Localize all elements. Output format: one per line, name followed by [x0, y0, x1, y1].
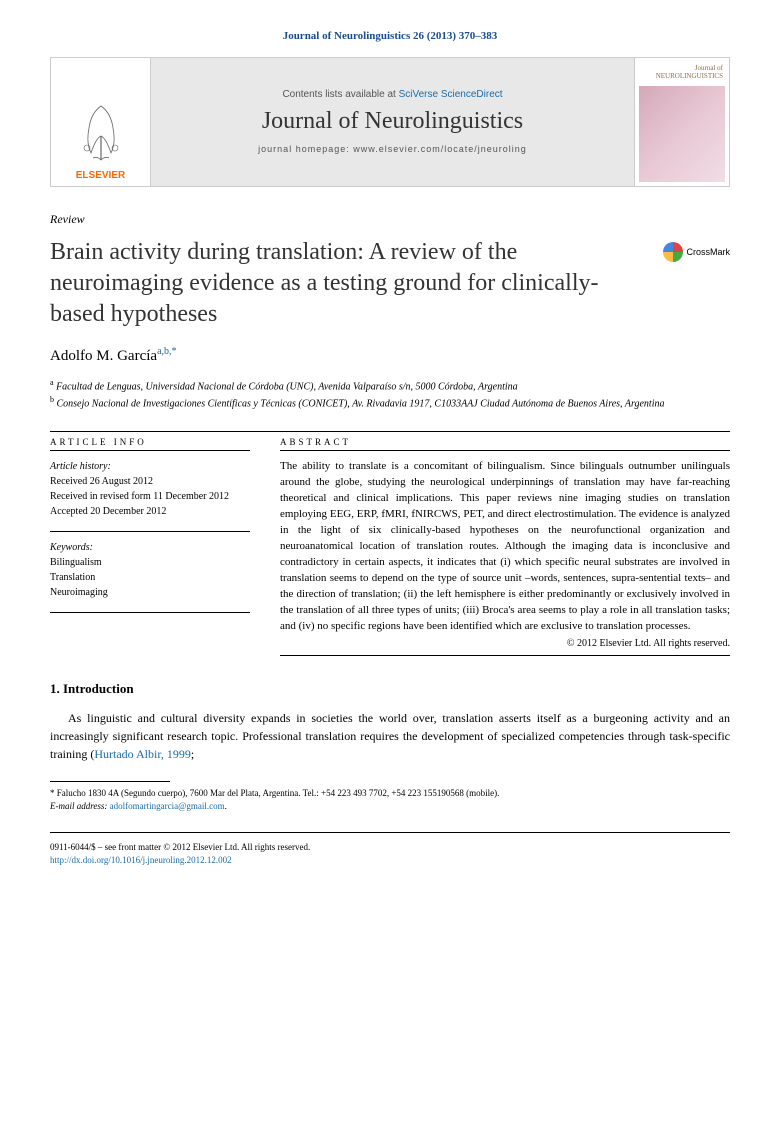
journal-citation-header: Journal of Neurolinguistics 26 (2013) 37…: [50, 30, 730, 42]
bottom-publication-info: 0911-6044/$ – see front matter © 2012 El…: [50, 832, 730, 868]
footnote-divider: [50, 781, 170, 782]
keyword-3: Neuroimaging: [50, 585, 250, 600]
journal-homepage-line: journal homepage: www.elsevier.com/locat…: [258, 143, 527, 156]
abstract-text: The ability to translate is a concomitan…: [280, 459, 730, 634]
received-date: Received 26 August 2012: [50, 474, 250, 489]
keyword-1: Bilingualism: [50, 555, 250, 570]
affiliation-b: b Consejo Nacional de Investigaciones Ci…: [50, 394, 730, 411]
intro-paragraph-1: As linguistic and cultural diversity exp…: [50, 709, 730, 763]
author-affiliation-markers: a,b,*: [157, 346, 176, 357]
accepted-date: Accepted 20 December 2012: [50, 504, 250, 519]
email-suffix: .: [225, 801, 227, 811]
article-history-block: Article history: Received 26 August 2012…: [50, 459, 250, 519]
sciverse-link[interactable]: SciVerse ScienceDirect: [399, 89, 503, 100]
history-label: Article history:: [50, 459, 250, 474]
intro-heading: 1. Introduction: [50, 681, 730, 697]
crossmark-icon: [663, 242, 683, 262]
journal-name: Journal of Neurolinguistics: [262, 108, 523, 135]
intro-text-part2: ;: [191, 747, 194, 761]
keyword-2: Translation: [50, 570, 250, 585]
affiliation-a-marker: a: [50, 378, 54, 387]
cover-title-text: Journal of NEUROLINGUISTICS: [639, 62, 725, 83]
homepage-prefix: journal homepage:: [258, 144, 353, 154]
info-divider: [50, 531, 250, 532]
elsevier-tree-icon: [71, 98, 131, 168]
author-email[interactable]: adolfomartingarcia@gmail.com: [110, 801, 225, 811]
citation-hurtado[interactable]: Hurtado Albir, 1999: [94, 747, 191, 761]
affiliations-block: a Facultad de Lenguas, Universidad Nacio…: [50, 377, 730, 412]
affiliation-a: a Facultad de Lenguas, Universidad Nacio…: [50, 377, 730, 394]
doi-link[interactable]: http://dx.doi.org/10.1016/j.jneuroling.2…: [50, 854, 730, 868]
abstract-column: ABSTRACT The ability to translate is a c…: [280, 437, 730, 655]
crossmark-badge[interactable]: CrossMark: [663, 242, 730, 262]
article-type-label: Review: [50, 212, 730, 227]
publisher-header-box: ELSEVIER Contents lists available at Sci…: [50, 57, 730, 187]
contents-prefix: Contents lists available at: [282, 89, 398, 100]
article-title: Brain activity during translation: A rev…: [50, 237, 643, 331]
homepage-url[interactable]: www.elsevier.com/locate/jneuroling: [353, 144, 527, 154]
article-info-column: ARTICLE INFO Article history: Received 2…: [50, 437, 250, 655]
header-center: Contents lists available at SciVerse Sci…: [151, 58, 634, 186]
affiliation-a-text: Facultad de Lenguas, Universidad Naciona…: [56, 381, 518, 392]
footnote-address: * Falucho 1830 4A (Segundo cuerpo), 7600…: [50, 787, 730, 801]
corresponding-author-footnote: * Falucho 1830 4A (Segundo cuerpo), 7600…: [50, 787, 730, 814]
abstract-divider: [280, 655, 730, 656]
issn-copyright-line: 0911-6044/$ – see front matter © 2012 El…: [50, 841, 730, 855]
contents-available-line: Contents lists available at SciVerse Sci…: [282, 89, 502, 100]
footnote-marker: *: [50, 788, 55, 798]
cover-image: [639, 86, 725, 182]
affiliation-b-marker: b: [50, 395, 54, 404]
email-label: E-mail address:: [50, 801, 107, 811]
keywords-label: Keywords:: [50, 540, 250, 555]
article-info-heading: ARTICLE INFO: [50, 437, 250, 451]
abstract-heading: ABSTRACT: [280, 437, 730, 451]
revised-date: Received in revised form 11 December 201…: [50, 489, 250, 504]
elsevier-label: ELSEVIER: [76, 170, 125, 181]
crossmark-label: CrossMark: [686, 247, 730, 257]
keywords-block: Keywords: Bilingualism Translation Neuro…: [50, 540, 250, 600]
author-name-text: Adolfo M. García: [50, 348, 157, 364]
abstract-copyright: © 2012 Elsevier Ltd. All rights reserved…: [280, 638, 730, 649]
info-divider-bottom: [50, 612, 250, 613]
section-divider: [50, 431, 730, 432]
affiliation-b-text: Consejo Nacional de Investigaciones Cien…: [57, 398, 665, 409]
elsevier-logo-container: ELSEVIER: [51, 58, 151, 186]
footnote-text: Falucho 1830 4A (Segundo cuerpo), 7600 M…: [57, 788, 500, 798]
journal-cover-thumbnail: Journal of NEUROLINGUISTICS: [634, 58, 729, 186]
footnote-email-line: E-mail address: adolfomartingarcia@gmail…: [50, 800, 730, 814]
author-name: Adolfo M. Garcíaa,b,*: [50, 346, 730, 365]
